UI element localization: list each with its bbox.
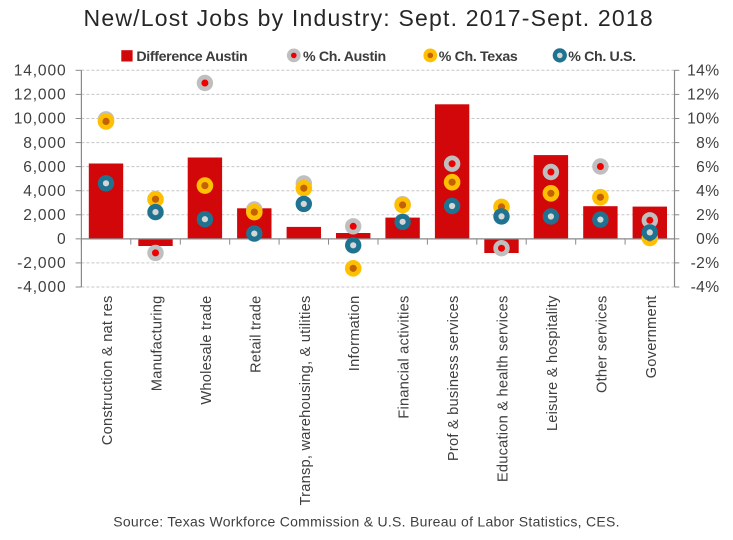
svg-text:Retail trade: Retail trade: [248, 296, 264, 374]
svg-text:Construction & nat res: Construction & nat res: [100, 296, 116, 446]
svg-text:Difference Austin: Difference Austin: [136, 49, 247, 65]
svg-text:6,000: 6,000: [23, 159, 66, 176]
svg-text:Education & health services: Education & health services: [496, 296, 512, 483]
svg-text:Leisure & hospitality: Leisure & hospitality: [545, 295, 561, 431]
svg-text:2%: 2%: [696, 207, 719, 224]
svg-text:0: 0: [57, 231, 67, 248]
svg-text:-4,000: -4,000: [17, 279, 66, 296]
svg-text:14,000: 14,000: [14, 63, 67, 80]
svg-text:-2%: -2%: [691, 255, 720, 272]
svg-text:0%: 0%: [696, 231, 719, 248]
svg-text:12,000: 12,000: [14, 87, 67, 104]
svg-text:Manufacturing: Manufacturing: [150, 296, 166, 392]
svg-text:Government: Government: [644, 296, 660, 379]
svg-text:% Ch. U.S.: % Ch. U.S.: [568, 49, 635, 65]
svg-text:10,000: 10,000: [14, 111, 67, 128]
svg-text:10%: 10%: [687, 111, 719, 128]
svg-text:4%: 4%: [696, 183, 719, 200]
svg-text:2,000: 2,000: [23, 207, 66, 224]
svg-text:Transp, warehousing, & utiliti: Transp, warehousing, & utilities: [298, 296, 314, 506]
svg-text:% Ch. Austin: % Ch. Austin: [303, 49, 386, 65]
svg-text:14%: 14%: [687, 63, 719, 80]
svg-text:-2,000: -2,000: [17, 255, 66, 272]
svg-text:Other services: Other services: [594, 296, 610, 393]
svg-text:Wholesale trade: Wholesale trade: [199, 296, 215, 405]
svg-text:12%: 12%: [687, 87, 719, 104]
svg-text:Financial activities: Financial activities: [397, 296, 413, 419]
svg-text:4,000: 4,000: [23, 183, 66, 200]
svg-text:New/Lost Jobs by Industry: Sep: New/Lost Jobs by Industry: Sept. 2017-Se…: [84, 5, 654, 31]
svg-text:6%: 6%: [696, 159, 719, 176]
svg-text:Source: Texas Workforce Commis: Source: Texas Workforce Commission & U.S…: [113, 514, 620, 530]
svg-text:Information: Information: [347, 296, 363, 372]
svg-text:% Ch. Texas: % Ch. Texas: [439, 49, 518, 65]
svg-text:8,000: 8,000: [23, 135, 66, 152]
svg-text:8%: 8%: [696, 135, 719, 152]
svg-text:Prof & business services: Prof & business services: [446, 296, 462, 462]
svg-text:-4%: -4%: [691, 279, 720, 296]
